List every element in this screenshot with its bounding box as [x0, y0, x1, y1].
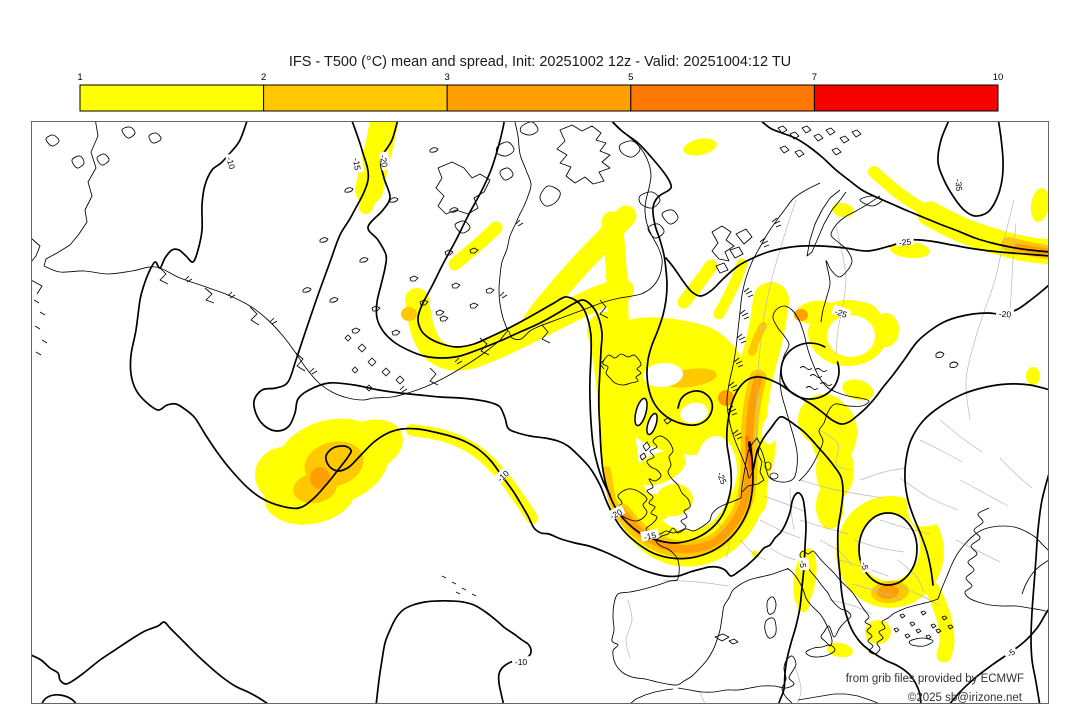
svg-text:1: 1	[77, 72, 82, 83]
svg-text:©2025 sb@irizone.net: ©2025 sb@irizone.net	[908, 692, 1023, 704]
svg-text:-25: -25	[833, 306, 848, 320]
svg-text:7: 7	[812, 72, 817, 83]
svg-text:5: 5	[628, 72, 633, 83]
svg-text:10: 10	[993, 72, 1004, 83]
svg-text:-15: -15	[351, 157, 363, 171]
svg-text:-15: -15	[643, 530, 657, 542]
svg-text:-5: -5	[798, 560, 809, 569]
svg-text:-20: -20	[378, 154, 390, 168]
svg-text:-35: -35	[953, 178, 964, 191]
svg-text:2: 2	[261, 72, 266, 83]
svg-text:-20: -20	[999, 309, 1012, 320]
svg-text:3: 3	[445, 72, 450, 83]
svg-text:-25: -25	[715, 470, 729, 485]
svg-text:-25: -25	[898, 236, 912, 247]
svg-text:-10: -10	[224, 156, 237, 171]
svg-text:-5: -5	[859, 561, 870, 570]
svg-text:-10: -10	[515, 657, 528, 667]
svg-text:IFS - T500 (°C) mean and sprea: IFS - T500 (°C) mean and spread, Init: 2…	[289, 54, 791, 70]
svg-text:from grib files provided by EC: from grib files provided by ECMWF	[846, 673, 1024, 685]
